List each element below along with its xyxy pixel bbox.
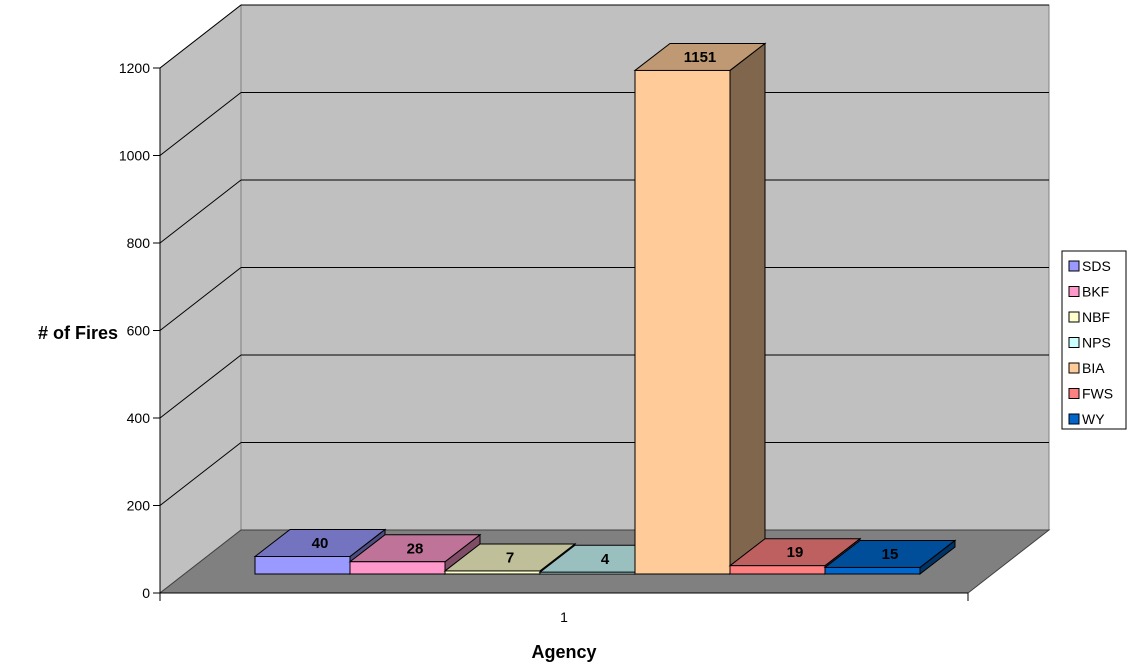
x-tick-label: 1 <box>560 609 568 625</box>
gridline-side <box>159 179 242 244</box>
legend-label-wy: WY <box>1082 411 1105 427</box>
legend-label-nps: NPS <box>1082 335 1111 351</box>
legend-label-sds: SDS <box>1082 258 1111 274</box>
data-label-wy: 15 <box>882 546 899 563</box>
bar-front <box>254 556 351 575</box>
legend-swatch-wy <box>1068 413 1080 425</box>
legend-swatch-sds <box>1068 260 1080 272</box>
bar-sds <box>253 528 387 576</box>
bars <box>253 42 957 576</box>
gridline-side <box>159 92 242 156</box>
data-label-fws: 19 <box>787 544 804 561</box>
bar-side <box>729 42 766 576</box>
y-tick-label: 800 <box>127 235 151 251</box>
legend: SDS BKF NBF NPS BIA FWS WY <box>1061 250 1127 430</box>
legend-swatch-nbf <box>1068 311 1080 323</box>
gridline-side <box>159 4 242 69</box>
data-labels: 40 28 7 4 1151 19 15 <box>312 49 899 568</box>
y-tick-label: 1200 <box>119 60 150 76</box>
bar-front <box>349 561 446 575</box>
legend-label-fws: FWS <box>1082 386 1113 402</box>
bar-wy <box>823 539 957 576</box>
bar-bkf <box>348 533 482 576</box>
bar-front <box>729 565 826 575</box>
y-tick-label: 1000 <box>119 148 150 164</box>
gridline-side <box>159 354 242 419</box>
data-label-nbf: 7 <box>506 549 514 566</box>
legend-swatch-bkf <box>1068 286 1080 297</box>
gridline-side <box>159 267 242 331</box>
y-tick-label: 600 <box>127 323 151 339</box>
data-label-bia: 1151 <box>684 49 717 66</box>
plot-walls <box>158 3 1051 595</box>
y-tick-label: 400 <box>127 410 151 426</box>
data-label-bkf: 28 <box>407 540 424 557</box>
y-tick-label: 200 <box>127 498 151 514</box>
bar-front <box>824 566 921 575</box>
legend-label-bkf: BKF <box>1082 284 1109 300</box>
legend-swatch-nps <box>1068 337 1080 348</box>
bar-front <box>634 69 731 575</box>
x-axis-title: Agency <box>531 642 596 662</box>
bar-front <box>539 571 636 575</box>
legend-swatch-fws <box>1068 388 1080 399</box>
data-label-nps: 4 <box>601 551 610 568</box>
legend-label-nbf: NBF <box>1082 309 1110 325</box>
y-tick-label: 0 <box>142 585 150 601</box>
bar-front <box>444 570 541 575</box>
axes: 0 200 400 600 800 1000 1200 1 <box>119 60 969 625</box>
y-axis-title: # of Fires <box>38 323 118 343</box>
legend-swatch-bia <box>1068 362 1080 374</box>
data-label-sds: 40 <box>312 535 329 552</box>
bar-bia <box>633 42 767 576</box>
gridline-side <box>159 442 242 506</box>
legend-label-bia: BIA <box>1082 360 1105 376</box>
